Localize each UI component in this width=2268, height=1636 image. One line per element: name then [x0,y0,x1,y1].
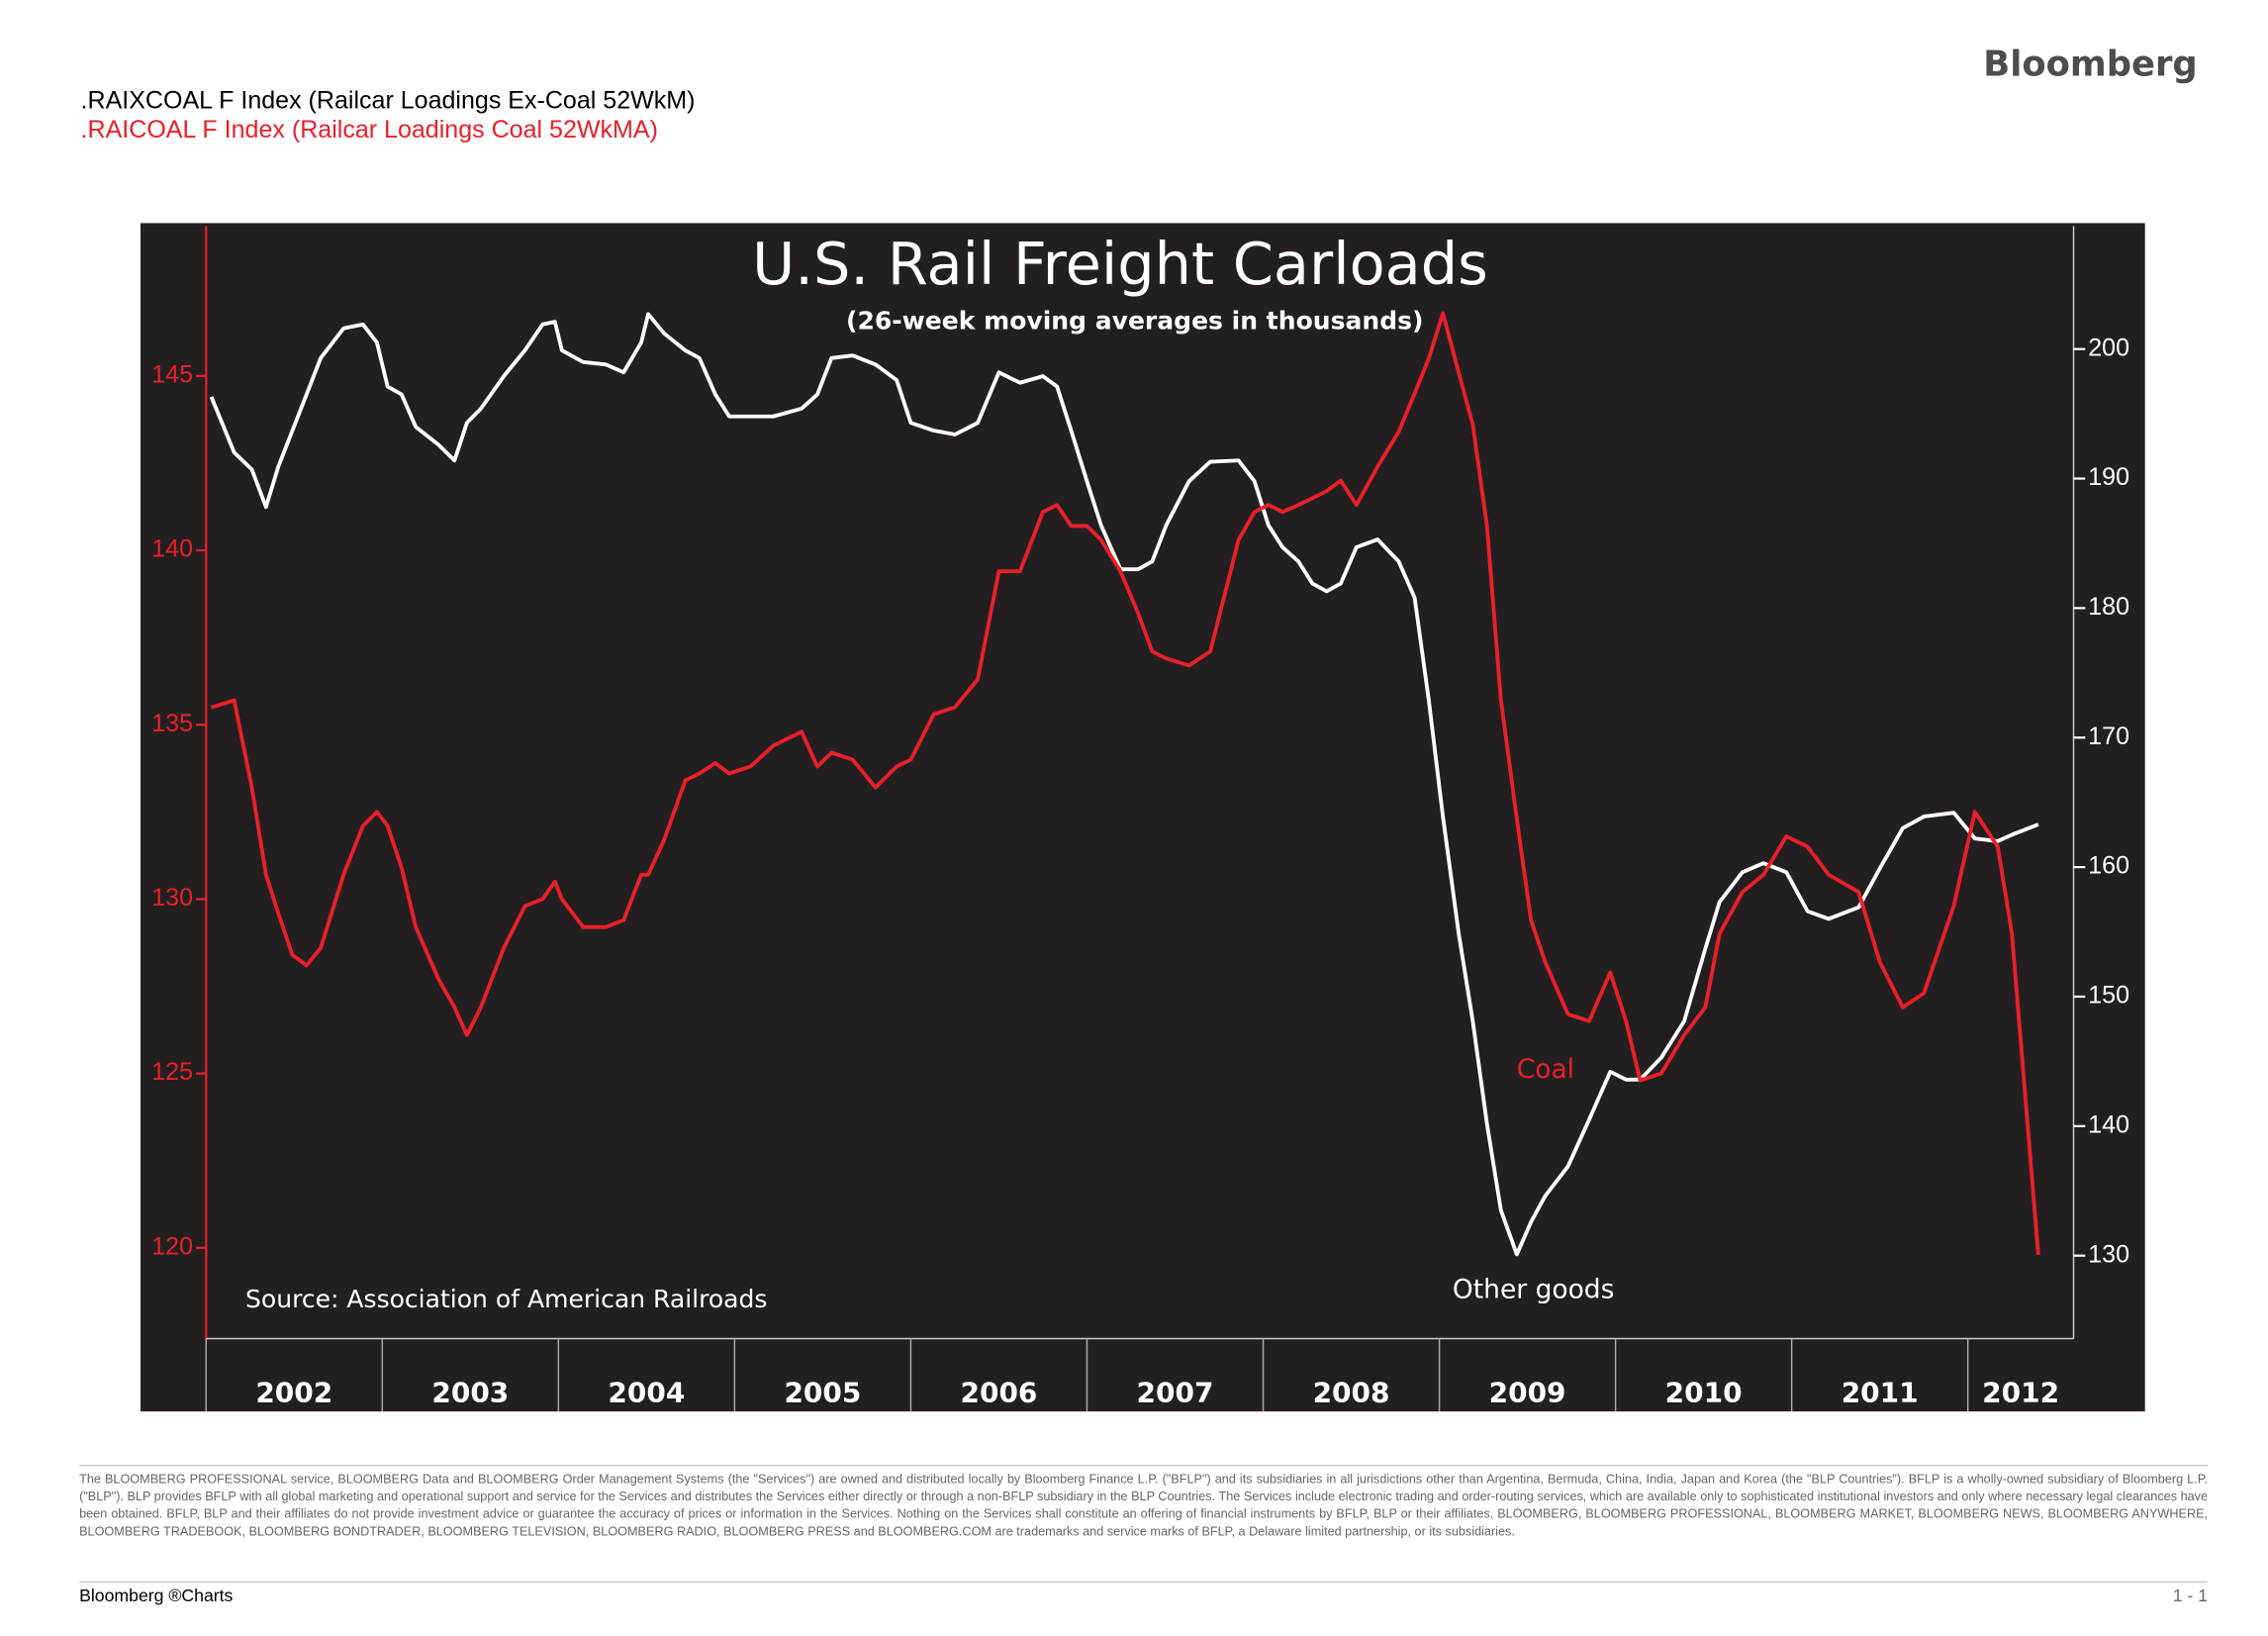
y-tick-label: 140 [151,535,193,563]
footer-right: 1 - 1 [2173,1586,2208,1605]
legend-entry: .RAIXCOAL F Index (Railcar Loadings Ex-C… [81,87,696,115]
y-tick-label: 130 [151,884,193,912]
plot-background [140,223,2145,1412]
chart-title: U.S. Rail Freight Carloads [752,230,1488,298]
x-tick-label: 2004 [608,1376,685,1408]
x-tick-label: 2010 [1665,1376,1743,1408]
disclaimer-box: The BLOOMBERG PROFESSIONAL service, BLOO… [79,1471,2209,1539]
footer-left: Bloomberg ®Charts [79,1586,233,1605]
x-tick-label: 2009 [1489,1376,1566,1408]
x-tick-label: 2005 [784,1376,861,1408]
y2-tick-label: 130 [2088,1240,2129,1268]
x-tick-label: 2007 [1137,1376,1214,1408]
x-tick-label: 2011 [1842,1376,1919,1408]
y-tick-label: 135 [151,710,193,737]
y2-tick-label: 180 [2088,593,2129,621]
y2-tick-label: 140 [2088,1110,2129,1138]
x-tick-label: 2006 [961,1376,1038,1408]
y2-tick-label: 150 [2088,982,2129,1010]
y-tick-label: 125 [151,1058,193,1086]
x-tick-label: 2003 [431,1376,509,1408]
x-tick-label: 2012 [1982,1376,2059,1408]
y-tick-label: 145 [151,360,193,388]
y2-tick-label: 190 [2088,463,2129,491]
disclaimer: The BLOOMBERG PROFESSIONAL service, BLOO… [79,1471,2209,1539]
x-tick-label: 2008 [1313,1376,1390,1408]
annotation: Coal [1517,1054,1574,1085]
y2-tick-label: 160 [2088,852,2129,880]
y2-tick-label: 200 [2088,334,2129,361]
legend-entry: .RAICOAL F Index (Railcar Loadings Coal … [81,116,658,144]
series-line [209,312,2039,1257]
x-tick-label: 2002 [255,1376,332,1408]
brand: Bloomberg [1983,44,2197,84]
chart-subtitle: (26-week moving averages in thousands) [846,307,1423,336]
y2-tick-label: 170 [2088,722,2129,750]
source-note: Source: Association of American Railroad… [245,1285,767,1313]
annotation: Other goods [1453,1274,1615,1304]
y-tick-label: 120 [151,1232,193,1260]
series-line [211,311,2040,1256]
